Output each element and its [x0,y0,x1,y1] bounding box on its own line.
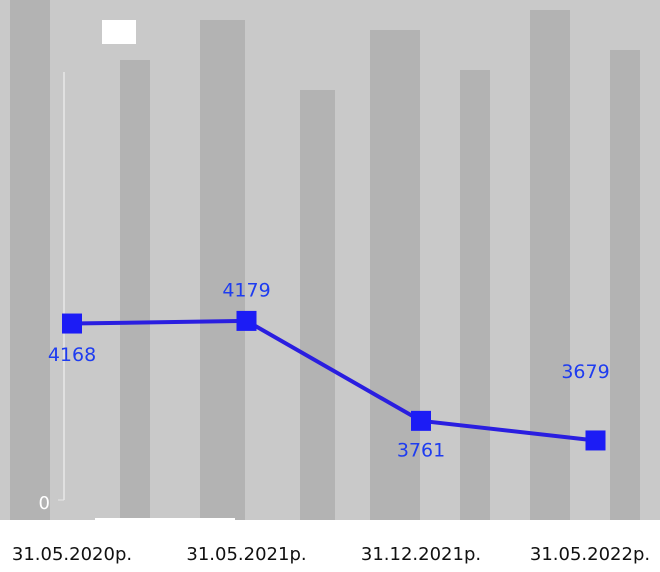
y-tick-label: 0 [39,493,50,514]
marker [62,313,82,334]
data-label: 4179 [222,279,270,301]
marker [585,430,606,451]
patch [95,518,235,538]
x-tick-label: 31.05.2022р. [530,544,650,565]
marker [411,410,431,431]
data-label: 4168 [48,344,96,366]
marker [236,310,257,331]
x-tick-label: 31.05.2020р. [12,544,132,565]
patch [102,20,136,44]
x-tick-label: 31.12.2021р. [361,544,481,565]
x-tick-label: 31.05.2021р. [186,544,306,565]
data-label: 3679 [561,361,609,383]
line [71,318,596,443]
data-label: 3761 [397,439,445,461]
